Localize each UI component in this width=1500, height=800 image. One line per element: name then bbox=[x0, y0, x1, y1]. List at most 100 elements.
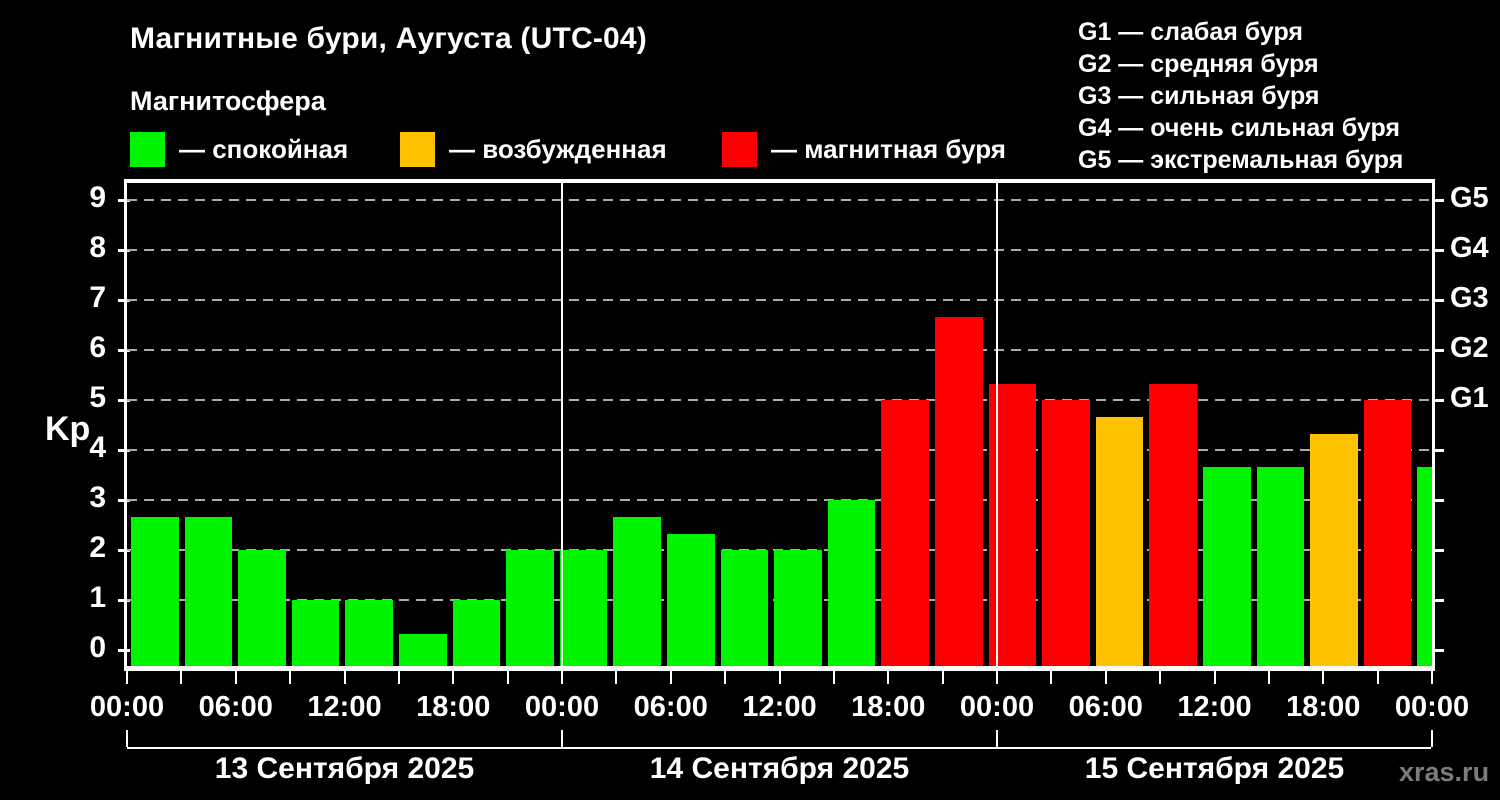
x-tick bbox=[180, 671, 183, 684]
calm-color-swatch bbox=[130, 131, 165, 167]
kp-bar bbox=[1310, 433, 1358, 666]
y-tick bbox=[1432, 549, 1444, 552]
legend-item-calm: — спокойная bbox=[130, 131, 348, 167]
y-tick bbox=[1432, 449, 1444, 452]
x-tick bbox=[832, 671, 835, 684]
y-tick-label: 5 bbox=[89, 381, 106, 414]
g-scale-legend: G1 — слабая буря G2 — средняя буря G3 — … bbox=[1078, 16, 1403, 176]
x-tick bbox=[1050, 671, 1053, 684]
date-label: 13 Сентября 2025 bbox=[214, 752, 475, 785]
day-separator bbox=[561, 183, 563, 666]
x-tick-label: 12:00 bbox=[307, 691, 382, 723]
g-level-label: G1 bbox=[1450, 382, 1489, 414]
kp-bar bbox=[399, 633, 447, 666]
g-level-label: G2 bbox=[1450, 332, 1489, 364]
y-tick-label: 2 bbox=[89, 531, 106, 564]
x-tick bbox=[1376, 671, 1379, 684]
x-tick-label: 18:00 bbox=[416, 691, 491, 723]
y-tick bbox=[118, 649, 130, 652]
kp-bar bbox=[881, 400, 929, 666]
x-tick bbox=[1431, 671, 1433, 684]
g-scale-legend-line: G2 — средняя буря bbox=[1078, 50, 1319, 78]
gridline-kp-4 bbox=[127, 449, 1432, 451]
date-row: 13 Сентября 2025 14 Сентября 2025 15 Сентя… bbox=[127, 752, 1431, 792]
x-tick bbox=[1322, 671, 1325, 684]
y-tick-label: 0 bbox=[89, 631, 106, 664]
x-tick bbox=[941, 671, 944, 684]
y-tick bbox=[118, 349, 130, 352]
x-tick bbox=[452, 671, 455, 684]
kp-bar bbox=[774, 550, 822, 666]
plot-inner bbox=[127, 183, 1432, 666]
y-tick-label: 3 bbox=[89, 481, 106, 514]
kp-bar bbox=[559, 550, 608, 666]
kp-bar bbox=[345, 600, 393, 666]
plot-frame bbox=[124, 179, 1435, 671]
x-tick-label: 00:00 bbox=[524, 691, 600, 723]
y-tick-label: 4 bbox=[89, 431, 106, 464]
date-bracket bbox=[126, 730, 1433, 749]
y-tick-label: 8 bbox=[89, 231, 106, 264]
kp-bar bbox=[1363, 400, 1412, 666]
y-tick-label: 9 bbox=[89, 181, 106, 214]
kp-bar bbox=[1095, 416, 1144, 666]
x-tick-label: 06:00 bbox=[1068, 691, 1143, 723]
kp-bar bbox=[506, 550, 554, 666]
x-tick bbox=[506, 671, 509, 684]
x-tick bbox=[397, 671, 400, 684]
gridline-kp-9 bbox=[127, 199, 1432, 201]
legend-item-excited: — возбужденная bbox=[400, 131, 667, 167]
gridline-kp-3 bbox=[127, 499, 1432, 501]
y-tick bbox=[1432, 249, 1444, 252]
y-tick-label: 7 bbox=[89, 281, 106, 314]
kp-bar bbox=[1149, 383, 1197, 666]
y-axis-left: 0 1 2 3 4 5 6 7 8 9 bbox=[58, 181, 130, 666]
gridline-kp-5 bbox=[127, 399, 1432, 401]
legend-item-storm: — магнитная буря bbox=[722, 131, 1006, 167]
x-tick-label: 06:00 bbox=[633, 691, 708, 723]
x-tick-label: 12:00 bbox=[1177, 691, 1252, 723]
y-tick bbox=[118, 599, 130, 602]
y-tick bbox=[1432, 499, 1444, 502]
x-tick bbox=[996, 671, 998, 684]
kp-bar bbox=[452, 600, 501, 666]
g-scale-legend-line: G1 — слабая буря bbox=[1078, 18, 1304, 46]
date-label: 14 Сентября 2025 bbox=[649, 752, 910, 785]
kp-bar bbox=[1042, 400, 1090, 666]
date-bracket-tick bbox=[1431, 730, 1433, 747]
x-tick bbox=[724, 671, 727, 684]
x-tick bbox=[1159, 671, 1162, 684]
x-tick-label: 18:00 bbox=[1286, 691, 1361, 723]
kp-bar bbox=[613, 516, 661, 666]
x-axis: 00:00 06:00 12:00 18:00 00:00 06:00 12:00 18:00… bbox=[90, 671, 1469, 731]
date-bracket-tick bbox=[561, 730, 563, 747]
g-level-label: G4 bbox=[1450, 232, 1489, 264]
x-tick-label: 00:00 bbox=[89, 691, 165, 723]
excited-color-swatch bbox=[400, 131, 435, 167]
x-tick bbox=[887, 671, 890, 684]
x-tick-label: 00:00 bbox=[959, 691, 1035, 723]
date-label: 15 Сентября 2025 bbox=[1084, 752, 1345, 785]
storm-color-swatch bbox=[722, 131, 757, 167]
y-axis-title: Kp bbox=[45, 410, 91, 448]
gridline-kp-6 bbox=[127, 349, 1432, 351]
g-scale-legend-line: G3 — сильная буря bbox=[1078, 82, 1320, 110]
date-bracket-tick bbox=[996, 730, 998, 747]
x-tick bbox=[1267, 671, 1270, 684]
g-scale-legend-line: G5 — экстремальная буря bbox=[1078, 146, 1404, 174]
chart-subtitle: Магнитосфера bbox=[130, 86, 326, 116]
y-tick bbox=[1432, 649, 1444, 652]
gridline-kp-8 bbox=[127, 249, 1432, 251]
day-separator bbox=[996, 183, 998, 666]
y-tick bbox=[118, 449, 130, 452]
kp-bar bbox=[667, 533, 715, 666]
x-tick bbox=[343, 671, 346, 684]
y-tick bbox=[118, 249, 130, 252]
x-tick-label: 12:00 bbox=[742, 691, 817, 723]
y-tick bbox=[1432, 199, 1444, 202]
legend-label-storm: — магнитная буря bbox=[771, 133, 1006, 164]
legend-label-excited: — возбужденная bbox=[449, 133, 667, 164]
kp-bar bbox=[1203, 466, 1251, 666]
y-tick bbox=[118, 299, 130, 302]
